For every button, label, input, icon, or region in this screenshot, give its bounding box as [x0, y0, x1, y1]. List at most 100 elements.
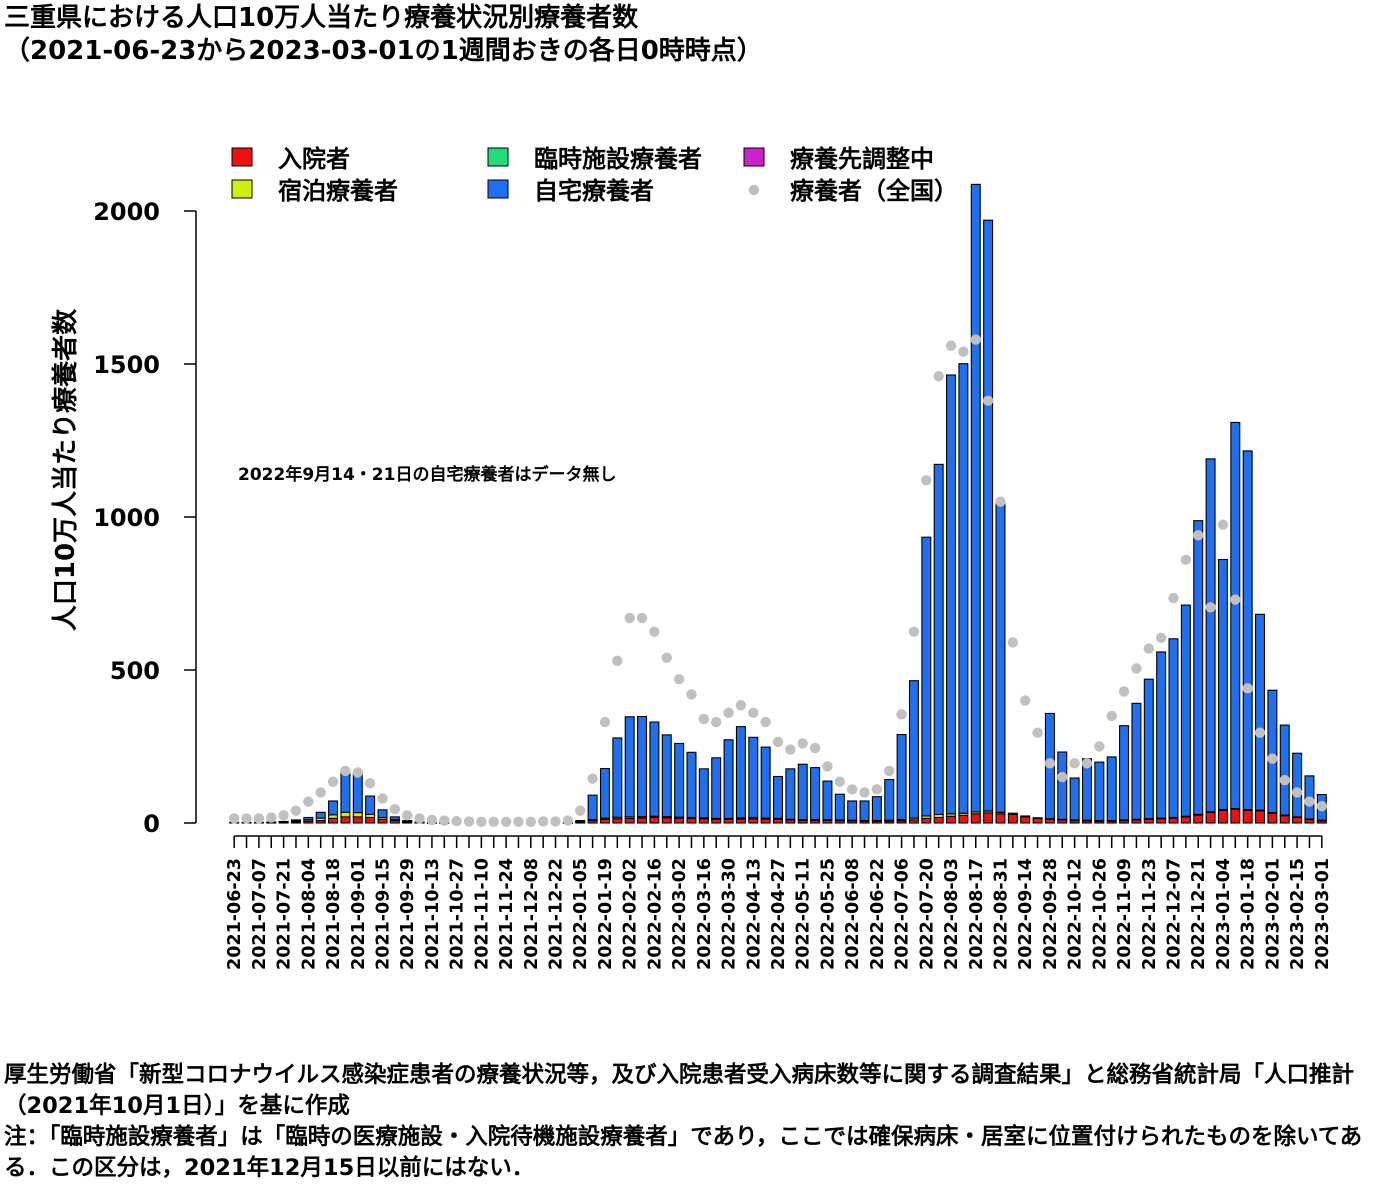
point-national	[908, 626, 920, 637]
bar-home	[1180, 604, 1191, 817]
bar-hospital	[760, 818, 771, 824]
point-national	[241, 813, 252, 824]
bar-home	[760, 746, 771, 819]
bar-hotel	[328, 814, 339, 819]
x-tick-label: 2022-07-06	[893, 858, 913, 970]
bar-hospital	[773, 818, 783, 824]
bar-home	[686, 751, 697, 819]
x-tick-label: 2021-09-01	[349, 858, 369, 970]
point-national	[982, 395, 994, 406]
point-national	[884, 765, 895, 777]
bar-hospital	[1217, 809, 1228, 824]
bar-home	[1069, 777, 1080, 821]
x-tick-label: 2021-11-10	[472, 858, 492, 970]
bar-home	[797, 763, 808, 821]
bar-hospital	[686, 817, 697, 824]
x-tick-label: 2022-11-23	[1140, 858, 1160, 970]
bar-home	[698, 768, 709, 819]
legend-label-national: 療養者（全国）	[790, 177, 958, 205]
point-national	[1106, 710, 1117, 722]
point-national	[1205, 602, 1216, 613]
point-national	[1057, 771, 1068, 783]
x-tick-label: 2022-08-03	[942, 858, 962, 970]
point-national	[698, 713, 710, 725]
bar-hospital	[748, 818, 759, 824]
bar-hotel	[352, 812, 363, 818]
bar-hospital	[1007, 813, 1018, 824]
bar-home	[871, 796, 882, 822]
point-national	[859, 787, 870, 798]
x-tick-label: 2022-08-31	[991, 858, 1011, 970]
bar-hospital	[933, 816, 944, 824]
point-national	[624, 612, 635, 624]
bar-home	[612, 737, 623, 818]
bar-series	[229, 183, 1327, 824]
bar-home	[352, 772, 363, 814]
x-tick-label: 2021-12-08	[522, 858, 542, 970]
point-national	[402, 810, 413, 821]
remark-note: 注：「臨時施設療養者」は「臨時の医療施設・入院待機施設療養者」であり，ここでは確…	[4, 1124, 1363, 1181]
x-tick-label: 2023-01-04	[1214, 858, 1234, 970]
point-national	[809, 742, 821, 754]
x-tick-label: 2022-01-05	[571, 858, 591, 970]
bar-hospital	[995, 813, 1006, 824]
point-national	[1304, 796, 1315, 807]
bar-hospital	[1143, 818, 1154, 824]
bar-home	[834, 793, 845, 821]
bar-hospital	[1020, 816, 1031, 824]
bar-home	[1217, 558, 1228, 811]
bar-home	[402, 820, 413, 823]
bar-home	[599, 767, 610, 819]
x-tick-label: 2022-10-26	[1090, 858, 1110, 970]
bar-home	[810, 767, 821, 821]
y-tick-label: 1000	[93, 504, 160, 532]
chart-annotation-group: 2022年9月14・21日の自宅療養者はデータ無し	[238, 464, 616, 485]
point-national	[649, 626, 660, 637]
point-national	[327, 776, 339, 787]
point-national	[1180, 554, 1192, 566]
point-national	[1217, 519, 1229, 530]
bar-hospital	[1205, 811, 1216, 824]
y-axis: 0 500 1000 1500 2000 人口10万人当たり療養者数	[51, 198, 197, 838]
point-national	[500, 816, 512, 827]
x-tick-label: 2021-09-29	[398, 858, 418, 970]
bar-hotel	[1032, 817, 1043, 819]
point-national	[364, 778, 376, 789]
bar-hospital	[649, 816, 660, 824]
bar-hotel	[340, 811, 351, 818]
bar-hospital	[698, 818, 709, 824]
bar-hospital	[1242, 809, 1253, 824]
bar-hospital	[723, 818, 734, 824]
point-national	[1069, 758, 1080, 769]
bar-hospital	[970, 813, 981, 824]
bar-home	[1143, 678, 1154, 820]
x-tick-label: 2022-04-27	[769, 858, 789, 970]
bar-home	[723, 739, 734, 819]
x-tick-label: 2021-08-18	[324, 858, 344, 970]
x-tick-label: 2022-05-25	[818, 858, 838, 970]
bar-home	[661, 734, 672, 818]
x-tick-label: 2021-12-22	[547, 858, 567, 970]
bar-home	[896, 734, 907, 821]
bar-home	[995, 501, 1006, 813]
bar-hospital	[599, 818, 610, 824]
bar-hospital	[624, 817, 635, 824]
legend-label-temporary: 臨時施設療養者	[534, 145, 702, 173]
bar-hospital	[661, 817, 672, 824]
point-national	[537, 816, 549, 827]
bar-home	[773, 775, 783, 819]
x-tick-label: 2022-03-16	[695, 858, 715, 970]
footnotes: 厚生労働省「新型コロナウイルス感染症患者の療養状況等，及び入院患者受入病床数等に…	[4, 1060, 1396, 1184]
bar-home	[649, 721, 660, 817]
point-national	[723, 707, 734, 719]
point-national	[1094, 741, 1105, 752]
x-tick-label: 2022-05-11	[794, 858, 814, 970]
x-tick-label: 2022-09-14	[1016, 858, 1036, 970]
point-national	[797, 738, 808, 749]
x-tick-label: 2023-02-15	[1288, 858, 1308, 970]
bar-home	[1205, 458, 1216, 813]
bar-home	[1242, 450, 1253, 811]
chart-title: 三重県における人口10万人当たり療養状況別療養者数 （2021-06-23から2…	[4, 2, 1394, 68]
bar-hospital	[612, 818, 623, 824]
bar-hospital	[921, 817, 932, 824]
